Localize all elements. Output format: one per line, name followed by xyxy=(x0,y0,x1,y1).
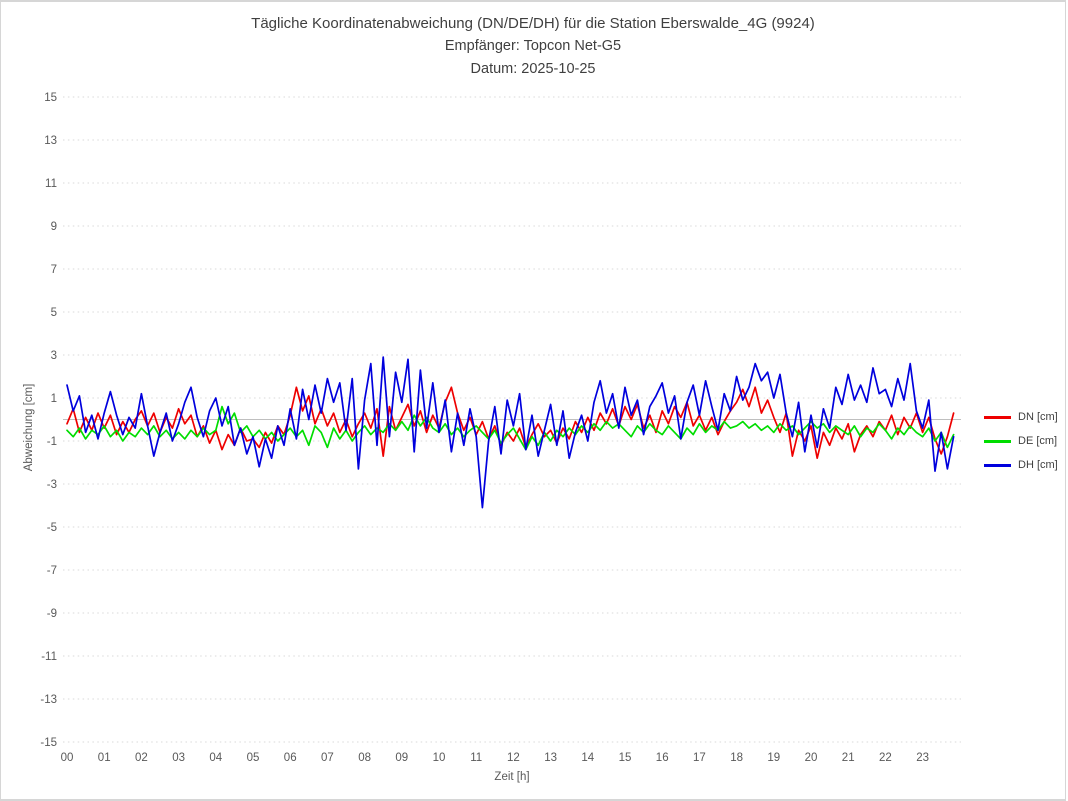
y-tick-label: 3 xyxy=(51,350,57,362)
x-tick-label: 00 xyxy=(61,752,74,764)
series-line-dn xyxy=(66,386,955,460)
x-tick-label: 23 xyxy=(916,752,929,764)
y-tick-label: -15 xyxy=(40,737,57,749)
y-tick-label: -11 xyxy=(41,651,57,663)
x-tick-label: 06 xyxy=(284,752,297,764)
y-tick-label: -1 xyxy=(47,436,57,448)
x-tick-label: 18 xyxy=(730,752,743,764)
x-tick-label: 12 xyxy=(507,752,520,764)
legend-item-de: DE [cm] xyxy=(984,429,1058,453)
legend-line-swatch xyxy=(984,463,1011,467)
y-tick-label: -9 xyxy=(47,608,57,620)
y-tick-label: 15 xyxy=(44,92,57,104)
y-tick-label: 11 xyxy=(45,178,57,190)
chart-date: Datum: 2025-10-25 xyxy=(470,61,596,77)
x-tick-label: 11 xyxy=(470,752,482,764)
chart-subtitle: Empfänger: Topcon Net-G5 xyxy=(444,38,622,54)
y-tick-label: 9 xyxy=(51,221,57,233)
x-tick-label: 21 xyxy=(842,752,855,764)
x-tick-label: 22 xyxy=(879,752,892,764)
legend-item-dh: DH [cm] xyxy=(984,453,1058,477)
x-tick-label: 16 xyxy=(656,752,669,764)
y-tick-label: 1 xyxy=(51,393,57,405)
y-tick-label: 13 xyxy=(44,135,57,147)
title-block: Tägliche Koordinatenabweichung (DN/DE/DH… xyxy=(1,12,1065,81)
y-tick-label: -5 xyxy=(47,522,57,534)
x-tick-label: 05 xyxy=(247,752,260,764)
x-tick-label: 15 xyxy=(619,752,632,764)
x-axis-label: Zeit [h] xyxy=(494,771,529,783)
y-tick-label: -3 xyxy=(47,479,57,491)
x-tick-label: 03 xyxy=(172,752,185,764)
series-line-de xyxy=(66,405,955,451)
x-tick-label: 17 xyxy=(693,752,706,764)
y-tick-label: -13 xyxy=(40,694,57,706)
series-line-dh xyxy=(66,356,955,509)
legend-label: DN [cm] xyxy=(1018,411,1058,423)
x-tick-label: 07 xyxy=(321,752,334,764)
x-tick-label: 09 xyxy=(395,752,408,764)
legend-line-swatch xyxy=(984,415,1011,419)
legend: DN [cm] DE [cm] DH [cm] xyxy=(984,405,1058,477)
legend-line-swatch xyxy=(984,439,1011,443)
x-tick-label: 01 xyxy=(98,752,111,764)
legend-item-dn: DN [cm] xyxy=(984,405,1058,429)
y-tick-label: 5 xyxy=(51,307,57,319)
chart-title: Tägliche Koordinatenabweichung (DN/DE/DH… xyxy=(251,15,815,32)
x-tick-label: 20 xyxy=(805,752,818,764)
legend-label: DE [cm] xyxy=(1018,435,1058,447)
y-tick-label: -7 xyxy=(47,565,57,577)
x-tick-label: 10 xyxy=(433,752,446,764)
y-axis-label: Abweichung [cm] xyxy=(23,384,35,472)
x-tick-label: 08 xyxy=(358,752,371,764)
legend-label: DH [cm] xyxy=(1018,459,1058,471)
x-tick-label: 02 xyxy=(135,752,148,764)
x-tick-label: 04 xyxy=(209,752,222,764)
x-tick-label: 19 xyxy=(767,752,780,764)
x-tick-label: 13 xyxy=(544,752,557,764)
x-tick-label: 14 xyxy=(581,752,594,764)
y-tick-label: 7 xyxy=(51,264,57,276)
